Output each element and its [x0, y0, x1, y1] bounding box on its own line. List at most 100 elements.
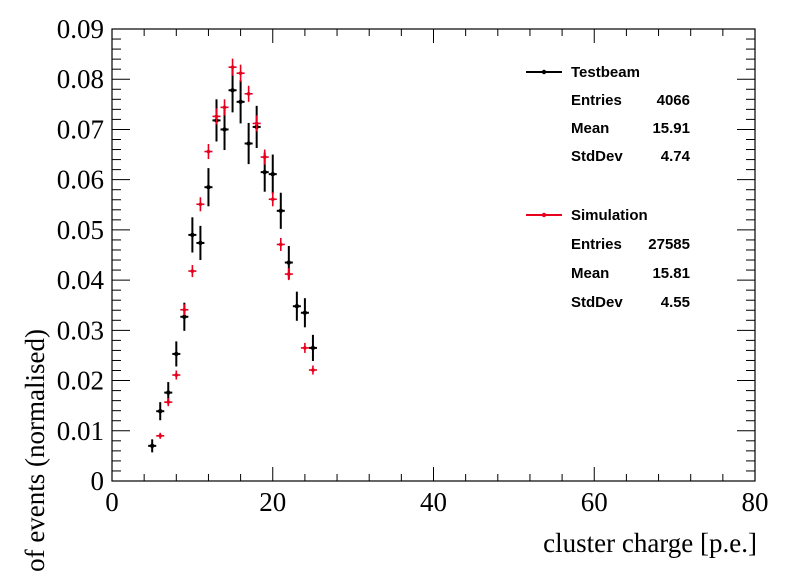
stat-label: StdDev [571, 294, 623, 311]
data-point [252, 115, 261, 132]
data-point [196, 197, 205, 212]
series-layer [148, 58, 317, 453]
marker [246, 91, 251, 96]
y-tick-label: 0.01 [57, 416, 104, 446]
marker [238, 99, 243, 105]
marker [302, 310, 308, 315]
data-point [300, 342, 309, 353]
data-point [156, 432, 165, 439]
x-axis-title: cluster charge [p.e.] [543, 528, 757, 558]
stat-value: 27585 [648, 236, 690, 253]
marker [303, 346, 307, 350]
y-tick-label: 0.08 [57, 64, 104, 94]
marker [262, 169, 267, 175]
data-point [220, 108, 229, 151]
marker [190, 232, 195, 238]
y-axis-title: # of events (normalised) [20, 329, 50, 572]
stat-label: Entries [571, 92, 622, 109]
marker [287, 272, 291, 276]
x-tick-label: 0 [105, 487, 119, 517]
data-point [276, 237, 285, 251]
marker [190, 269, 195, 273]
marker [198, 240, 203, 246]
data-point [292, 291, 301, 321]
data-point [260, 149, 269, 165]
x-tick-label: 20 [259, 487, 286, 517]
y-tick-label: 0.03 [57, 315, 104, 345]
data-point [244, 85, 253, 102]
data-point [308, 365, 317, 375]
y-tick-label: 0.09 [57, 14, 104, 44]
marker [166, 400, 171, 404]
stat-label: StdDev [571, 148, 623, 165]
data-point [236, 64, 245, 82]
marker [238, 71, 243, 75]
stat-label: Mean [571, 120, 609, 137]
marker [158, 408, 163, 414]
legend-marker [541, 212, 547, 218]
data-point [172, 341, 181, 367]
data-point [236, 80, 245, 124]
marker [206, 185, 211, 190]
data-point [268, 192, 277, 207]
marker [214, 114, 219, 119]
y-tick-label: 0.04 [57, 265, 105, 295]
data-point [268, 154, 277, 194]
marker [230, 65, 235, 69]
stat-value: 15.81 [652, 265, 690, 282]
marker [158, 434, 163, 438]
data-point [300, 298, 309, 328]
legend-entry-simulation: Simulation Entries 27585 Mean 15.81 StdDev 4.5… [526, 207, 690, 311]
marker [198, 202, 203, 207]
marker [182, 314, 187, 319]
data-point [188, 217, 197, 253]
x-tick-labels: 0 20 40 60 80 [105, 487, 768, 517]
data-point [156, 402, 165, 421]
axis-ticks [111, 28, 756, 482]
series-testbeam [148, 68, 317, 453]
data-point [276, 192, 285, 229]
data-point [308, 334, 317, 361]
legend-label: Simulation [571, 207, 648, 224]
y-tick-label: 0.06 [57, 165, 104, 195]
marker [206, 149, 211, 154]
marker [174, 373, 179, 377]
data-point [228, 58, 237, 76]
legend-label: Testbeam [571, 64, 640, 81]
marker [246, 141, 251, 146]
marker [310, 345, 316, 351]
marker [182, 307, 187, 312]
x-tick-label: 40 [420, 487, 447, 517]
x-tick-label: 60 [581, 487, 608, 517]
marker [254, 121, 259, 126]
data-point [220, 99, 229, 116]
marker [278, 242, 283, 247]
series-simulation [156, 58, 317, 439]
data-point [180, 304, 189, 316]
data-point [284, 268, 293, 281]
stat-value: 15.91 [652, 120, 690, 137]
marker [311, 368, 315, 372]
data-point [188, 265, 197, 278]
stat-label: Mean [571, 265, 609, 282]
y-tick-labels: 0 0.01 0.02 0.03 0.04 0.05 0.06 0.07 0.08 0.09 [57, 14, 105, 496]
legend-entry-testbeam: Testbeam Entries 4066 Mean 15.91 StdDev 4.74 [526, 64, 691, 165]
marker [262, 155, 267, 159]
data-point [148, 439, 157, 453]
marker [222, 105, 227, 110]
data-point [204, 168, 213, 207]
data-point [204, 144, 213, 160]
y-tick-label: 0.07 [57, 114, 104, 144]
marker [174, 351, 179, 357]
stat-value: 4066 [657, 92, 690, 109]
legend-marker [541, 69, 547, 75]
y-tick-label: 0.05 [57, 215, 104, 245]
data-point [196, 225, 205, 261]
data-point [164, 398, 173, 407]
marker [230, 88, 235, 93]
data-point [212, 108, 221, 125]
stat-value: 4.74 [661, 148, 691, 165]
stat-label: Entries [571, 236, 622, 253]
y-tick-label: 0.02 [57, 366, 104, 396]
